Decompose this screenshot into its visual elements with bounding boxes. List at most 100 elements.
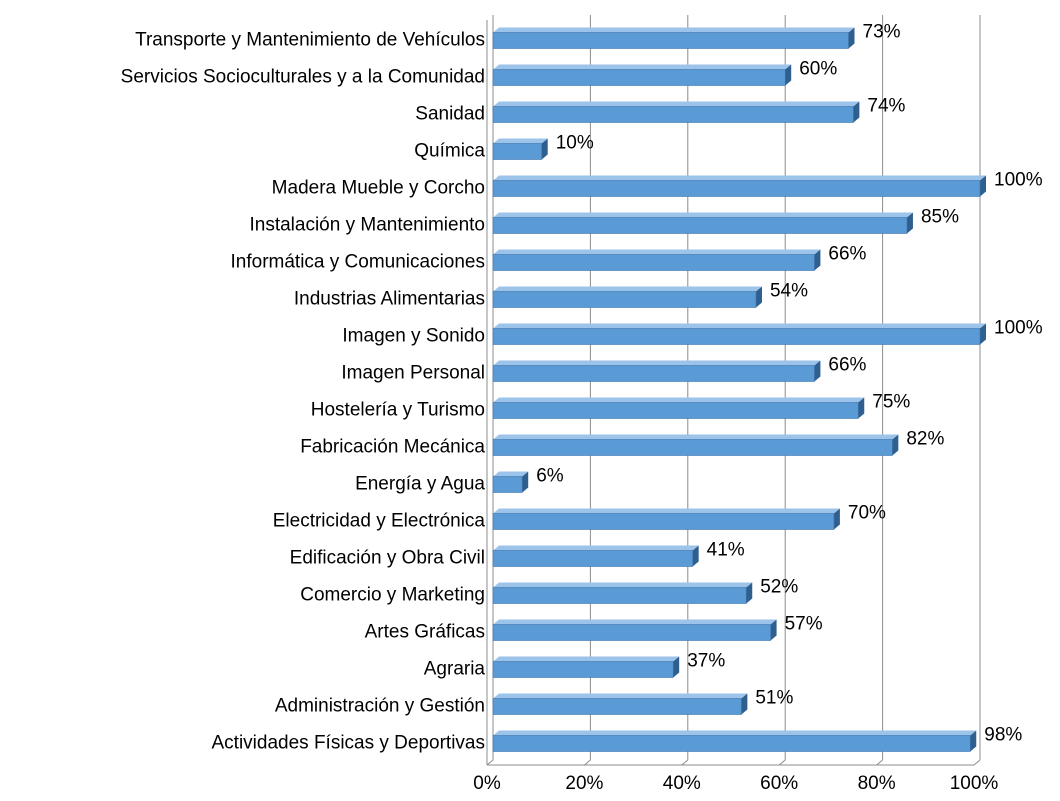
value-label: 75% — [872, 392, 910, 413]
bar — [492, 508, 840, 530]
grid-line — [486, 759, 494, 766]
bar-front — [492, 661, 674, 678]
bar — [492, 582, 753, 604]
bar-top — [493, 619, 777, 625]
bar-front — [492, 735, 971, 752]
value-label: 73% — [863, 22, 901, 43]
value-label: 74% — [867, 96, 905, 117]
y-tick-label: Transporte y Mantenimiento de Vehículos — [135, 30, 485, 51]
bar-front — [492, 624, 771, 641]
grid-line — [681, 759, 689, 766]
bar-top — [493, 545, 699, 551]
bar — [492, 101, 860, 123]
y-tick-label: Comercio y Marketing — [300, 585, 485, 606]
bar-side — [980, 323, 986, 345]
bar-side — [980, 175, 986, 197]
bar — [492, 730, 977, 752]
bar-side — [848, 27, 855, 49]
y-tick-label: Energía y Agua — [355, 474, 485, 495]
bar-top — [493, 249, 821, 255]
bar-side — [770, 619, 777, 641]
bar-side — [814, 249, 821, 271]
grid-line — [973, 759, 981, 766]
bar-top — [493, 582, 753, 588]
value-label: 100% — [994, 318, 1043, 339]
bar — [492, 323, 986, 345]
bar — [492, 397, 865, 419]
grid-line — [584, 759, 591, 766]
bar-top — [493, 101, 860, 107]
bar-front — [492, 439, 893, 456]
bar-top — [493, 434, 899, 440]
bar-front — [492, 69, 786, 86]
bar-front — [492, 217, 908, 234]
bar-front — [492, 254, 815, 271]
value-label: 54% — [770, 281, 808, 302]
bar-top — [493, 286, 762, 292]
value-label: 66% — [828, 355, 866, 376]
bar — [492, 693, 748, 715]
y-tick-label: Instalación y Mantenimiento — [249, 215, 485, 236]
y-tick-label: Madera Mueble y Corcho — [272, 178, 485, 199]
grid-line — [876, 759, 883, 766]
x-tick-label: 40% — [663, 773, 701, 794]
value-label: 100% — [994, 170, 1043, 191]
y-tick-label: Servicios Socioculturales y a la Comunid… — [121, 67, 485, 88]
bar-front — [492, 291, 757, 308]
bar — [492, 656, 680, 678]
bar — [492, 27, 855, 49]
bar-side — [858, 397, 865, 419]
bar-side — [906, 212, 913, 234]
bar-side — [692, 545, 699, 567]
bar — [492, 175, 986, 197]
bar — [492, 619, 777, 641]
bar-side — [814, 360, 821, 382]
bar — [492, 212, 913, 234]
value-label: 6% — [536, 466, 564, 487]
bar — [492, 434, 899, 456]
x-tick-label: 100% — [950, 773, 999, 794]
grid-line — [778, 759, 786, 766]
y-tick-label: Artes Gráficas — [365, 622, 485, 643]
y-tick-label: Edificación y Obra Civil — [290, 548, 485, 569]
bar-top — [493, 138, 548, 144]
bar-front — [492, 365, 815, 382]
y-tick-label: Agraria — [424, 659, 486, 680]
bar-top — [493, 212, 913, 218]
bar-front — [492, 106, 854, 123]
bar — [492, 249, 821, 271]
value-label: 70% — [848, 503, 886, 524]
y-tick-label: Informática y Comunicaciones — [231, 252, 486, 273]
bar-side — [741, 693, 748, 715]
bar-front — [492, 698, 742, 715]
bar-front — [492, 328, 981, 345]
bar-side — [853, 101, 860, 123]
bar-side — [541, 138, 548, 160]
y-tick-label: Imagen Personal — [341, 363, 485, 384]
bar-front — [492, 476, 523, 493]
bar-top — [493, 656, 680, 662]
x-tick-label: 60% — [760, 773, 798, 794]
bar-top — [493, 397, 865, 403]
bar — [492, 138, 548, 160]
bar-front — [492, 402, 859, 419]
y-tick-label: Administración y Gestión — [275, 696, 485, 717]
x-tick-label: 0% — [473, 773, 501, 794]
bar — [492, 471, 529, 493]
bar-front — [492, 587, 747, 604]
y-tick-label: Hostelería y Turismo — [311, 400, 485, 421]
y-tick-label: Química — [414, 141, 485, 162]
bar — [492, 286, 762, 308]
y-tick-label: Electricidad y Electrónica — [273, 511, 486, 532]
bar — [492, 545, 699, 567]
bar-side — [833, 508, 840, 530]
value-label: 10% — [556, 133, 594, 154]
x-tick-label: 80% — [858, 773, 896, 794]
x-tick-label: 20% — [565, 773, 603, 794]
bar-side — [785, 64, 792, 86]
bar-top — [493, 693, 748, 699]
bar-side — [522, 471, 529, 493]
bar-top — [493, 471, 529, 477]
value-label: 60% — [799, 59, 837, 80]
